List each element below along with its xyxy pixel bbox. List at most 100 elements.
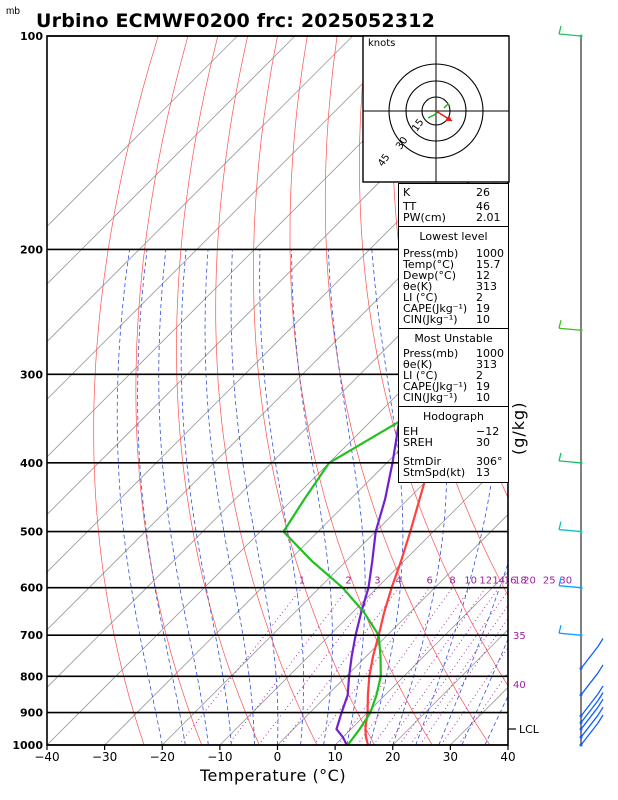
- x-tick-label: 0: [274, 750, 282, 764]
- pressure-tick-label: 800: [20, 670, 43, 683]
- isotherm-line: [47, 36, 411, 400]
- table-row: CAPE(Jkg⁻¹) 19: [399, 381, 508, 392]
- mixing-ratio-line: [258, 587, 378, 745]
- row-value: 1000: [476, 247, 504, 260]
- wind-barb: [580, 714, 599, 738]
- row-value: 15.7: [476, 258, 501, 271]
- wind-barb-flag: [597, 638, 604, 647]
- dry-adiabat-line: [176, 36, 260, 745]
- lcl-label: LCL: [519, 723, 539, 736]
- row-value: 2: [476, 291, 483, 304]
- row-label: StmDir: [403, 455, 442, 468]
- row-label: Dewp(°C): [403, 269, 456, 282]
- table-row: LI (°C) 2: [399, 292, 508, 303]
- row-value: 10: [476, 391, 490, 404]
- table-row: Temp(°C) 15.7: [399, 259, 508, 270]
- wind-barb: [558, 33, 582, 37]
- isotherm-line: [161, 398, 508, 745]
- dry-adiabat-line: [546, 36, 618, 745]
- wind-barb: [558, 327, 582, 331]
- mixing-ratio-label: 20: [523, 576, 536, 587]
- dry-adiabat-line: [324, 36, 491, 745]
- hodograph-table-heading: Hodograph: [423, 410, 484, 423]
- x-tick-label: −20: [150, 750, 175, 764]
- wind-barb: [580, 672, 599, 696]
- pressure-tick-label: 400: [20, 457, 43, 470]
- x-axis-label: Temperature (°C): [200, 766, 347, 785]
- table-row: θe(K) 313: [399, 359, 508, 370]
- wind-barb: [580, 706, 599, 730]
- dry-adiabat-line: [576, 36, 618, 745]
- pressure-tick-label: 900: [20, 707, 43, 720]
- row-value: 313: [476, 280, 497, 293]
- pressure-tick-label: 300: [20, 368, 43, 381]
- mixing-ratio-label: 4: [396, 576, 402, 587]
- isotherm-line: [47, 36, 353, 343]
- isotherm-line: [334, 571, 508, 745]
- pressure-tick-label: 600: [20, 582, 43, 595]
- wind-barb: [580, 693, 599, 717]
- row-label: θe(K): [403, 358, 433, 371]
- moist-adiabat-line: [369, 249, 404, 745]
- row-value: −12: [476, 425, 500, 438]
- row-value: 19: [476, 380, 490, 393]
- mixing-ratio-label: 25: [543, 576, 556, 587]
- mixing-ratio-label: 12: [479, 576, 492, 587]
- mixing-ratio-line: [313, 587, 431, 745]
- x-tick-label: −40: [34, 750, 59, 764]
- wind-barb-flag: [597, 664, 604, 674]
- row-label: StmSpd(kt): [403, 466, 466, 479]
- row-label: Press(mb): [403, 247, 459, 260]
- row-label: EH: [403, 425, 419, 438]
- mixing-ratio-label: 18: [514, 576, 527, 587]
- row-label: θe(K): [403, 280, 433, 293]
- dry-adiabat-line: [606, 36, 618, 745]
- mixing-ratio-line: [440, 646, 508, 745]
- wind-barb-flag: [558, 320, 562, 329]
- hodograph-unit-label: knots: [368, 38, 396, 49]
- dry-adiabat-line: [289, 36, 433, 745]
- table-row: EH −12: [399, 426, 508, 437]
- pressure-tick-label: 100: [20, 30, 43, 43]
- table-row: Dewp(°C) 12: [399, 270, 508, 281]
- index-row: TT 46: [403, 200, 490, 213]
- wind-barb: [558, 528, 582, 533]
- row-label: Press(mb): [403, 347, 459, 360]
- row-label: CAPE(Jkg⁻¹): [403, 302, 468, 315]
- index-row: PW(cm) 2.01: [403, 211, 501, 224]
- wind-barb: [580, 700, 599, 724]
- x-tick-label: 10: [327, 750, 342, 764]
- pressure-tick-label: 200: [20, 243, 43, 256]
- wind-barb: [558, 460, 582, 464]
- mixing-ratio-label: 16: [504, 576, 517, 587]
- mixing-ratio-line: [227, 587, 349, 745]
- table-row: CIN(Jkg⁻¹) 10: [399, 392, 508, 403]
- isotherm-line: [47, 36, 296, 285]
- table-row: SREH 30: [399, 437, 508, 448]
- table-row: StmDir 306°: [399, 456, 508, 467]
- wind-barb-flag: [558, 521, 562, 530]
- pressure-tick-label: 700: [20, 629, 43, 642]
- moist-adiabat-line: [180, 249, 232, 745]
- moist-adiabat-line: [291, 249, 333, 745]
- wind-barb-flag: [597, 706, 604, 716]
- moist-adiabat-line: [137, 249, 186, 745]
- table-row: CAPE(Jkg⁻¹) 19: [399, 303, 508, 314]
- wind-barb-flag: [597, 698, 604, 708]
- mixing-ratio-line: [398, 590, 508, 745]
- moist-adiabat-line: [230, 249, 279, 745]
- isotherm-line: [47, 168, 508, 631]
- theta-w-label: 40: [513, 680, 526, 691]
- pressure-tick-label: 1000: [12, 739, 43, 752]
- chart-title: Urbino ECMWF0200 frc: 2025052312: [36, 10, 436, 32]
- mixing-ratio-label: 2: [345, 576, 351, 587]
- wind-barb-flag: [558, 452, 562, 462]
- mixing-ratio-line: [337, 587, 453, 745]
- mixing-ratio-label: 8: [449, 576, 455, 587]
- theta-w-label: 35: [513, 631, 526, 642]
- hodograph-trace: [427, 111, 439, 119]
- x-tick-label: 40: [500, 750, 515, 764]
- dry-adiabat-line: [359, 36, 508, 687]
- wind-barb-flag: [597, 714, 604, 724]
